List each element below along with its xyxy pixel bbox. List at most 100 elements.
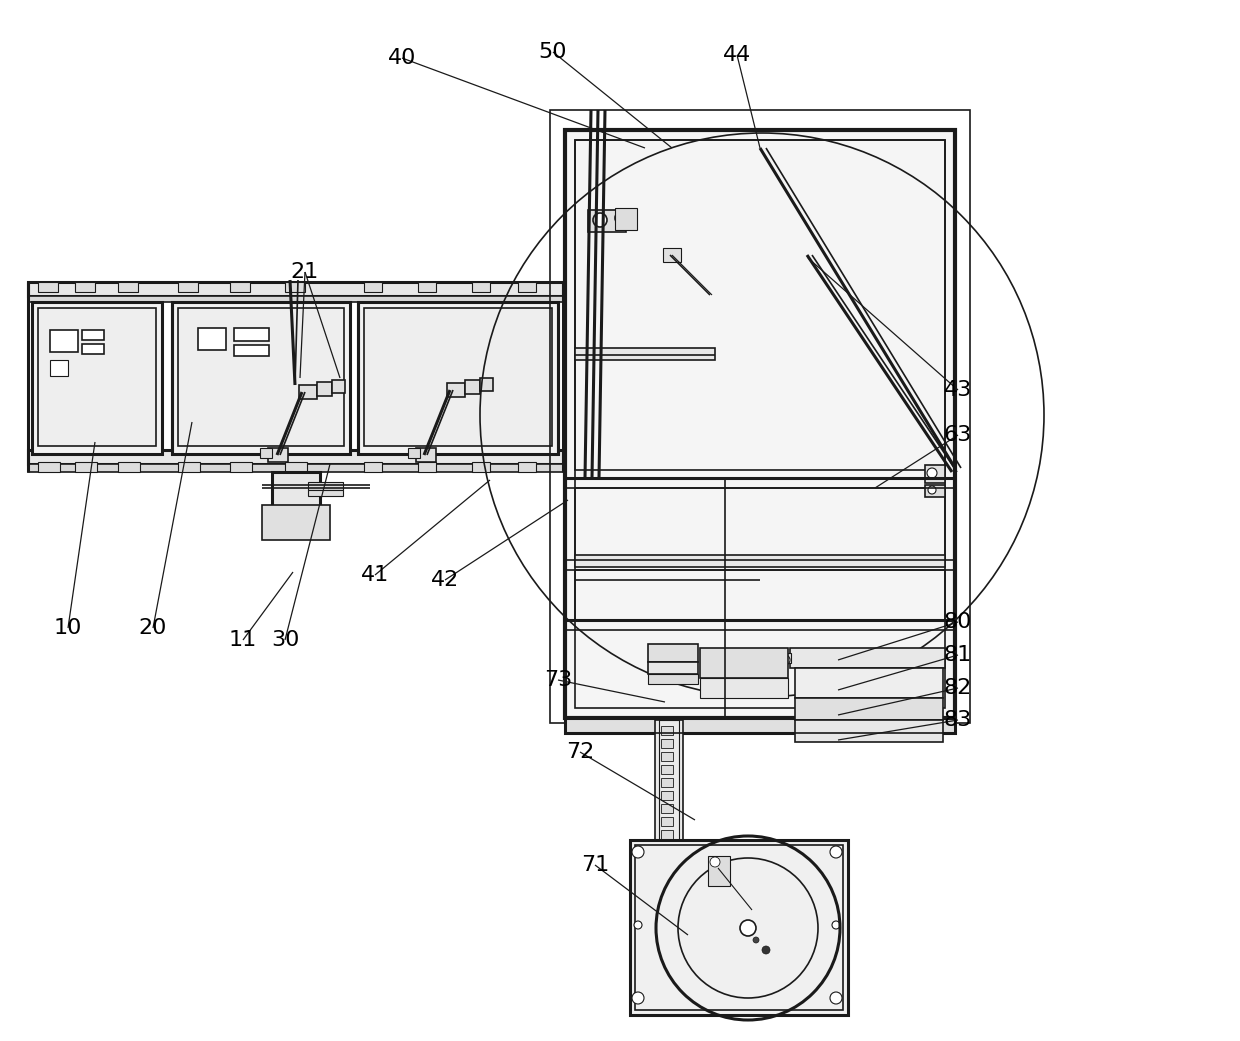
Bar [925, 485, 945, 497]
Bar [229, 462, 252, 472]
Circle shape [740, 920, 756, 936]
Bar [649, 662, 698, 674]
Bar [299, 385, 317, 399]
Text: 10: 10 [53, 618, 82, 638]
Bar [701, 678, 787, 699]
Bar [790, 648, 945, 668]
Bar [50, 330, 78, 352]
Bar [565, 718, 955, 733]
Text: 30: 30 [270, 630, 299, 650]
Bar [229, 282, 250, 291]
Bar [415, 448, 436, 462]
Bar [308, 482, 343, 490]
Bar [29, 282, 563, 296]
Bar [480, 378, 494, 391]
Bar [29, 450, 563, 464]
Bar [649, 644, 698, 662]
Text: 11: 11 [229, 630, 257, 650]
Text: 44: 44 [723, 45, 751, 65]
Bar [234, 328, 269, 341]
Bar [118, 462, 140, 472]
Circle shape [632, 846, 644, 858]
Bar [118, 282, 138, 291]
Bar [658, 720, 680, 842]
Bar [38, 282, 58, 291]
Bar [38, 308, 156, 446]
Text: 20: 20 [139, 618, 167, 638]
Bar [38, 462, 60, 472]
Bar [661, 726, 673, 735]
Bar [234, 345, 269, 356]
Text: 63: 63 [944, 425, 972, 445]
Bar [565, 130, 955, 718]
Bar [172, 302, 350, 454]
Bar [179, 308, 343, 446]
Text: 80: 80 [944, 612, 972, 632]
Bar [262, 505, 330, 540]
Bar [272, 472, 320, 537]
Circle shape [780, 655, 790, 665]
Circle shape [593, 213, 608, 227]
Bar [630, 840, 848, 1015]
Text: 71: 71 [580, 855, 609, 875]
Bar [649, 674, 698, 684]
Bar [575, 488, 945, 560]
Bar [575, 555, 945, 567]
Bar [268, 448, 288, 462]
Bar [795, 668, 942, 699]
Bar [588, 210, 626, 232]
Bar [472, 462, 490, 472]
Circle shape [830, 992, 842, 1004]
Circle shape [830, 846, 842, 858]
Text: 73: 73 [544, 670, 572, 690]
Text: 50: 50 [538, 42, 567, 62]
Bar [661, 765, 673, 775]
Bar [82, 330, 104, 340]
Text: 21: 21 [291, 262, 319, 282]
Circle shape [711, 857, 720, 867]
Text: 72: 72 [565, 742, 594, 762]
Bar [365, 282, 382, 291]
Bar [198, 328, 226, 350]
Bar [575, 139, 945, 469]
Bar [332, 380, 345, 393]
Bar [358, 302, 558, 454]
Bar [575, 348, 715, 360]
Bar [661, 778, 673, 787]
Bar [795, 699, 942, 720]
Bar [260, 448, 272, 458]
Bar [661, 752, 673, 761]
Bar [472, 282, 490, 291]
Circle shape [615, 211, 629, 225]
Circle shape [763, 946, 770, 954]
Bar [925, 465, 945, 483]
Bar [701, 648, 787, 678]
Bar [365, 462, 382, 472]
Bar [655, 720, 683, 842]
Bar [365, 308, 552, 446]
Bar [465, 380, 480, 393]
Bar [635, 845, 843, 1010]
Bar [795, 720, 942, 742]
Text: 42: 42 [430, 570, 459, 590]
Bar [179, 462, 200, 472]
Bar [418, 282, 436, 291]
Bar [308, 490, 343, 496]
Circle shape [634, 921, 642, 929]
Bar [661, 804, 673, 813]
Text: 43: 43 [944, 380, 972, 400]
Bar [317, 382, 332, 396]
Bar [50, 360, 68, 376]
Circle shape [832, 921, 839, 929]
Bar [661, 817, 673, 826]
Circle shape [753, 937, 759, 943]
Bar [82, 344, 104, 354]
Text: 83: 83 [944, 710, 972, 730]
Text: 41: 41 [361, 565, 389, 585]
Bar [408, 448, 420, 458]
Bar [446, 383, 465, 397]
Text: 81: 81 [944, 645, 972, 665]
Text: 82: 82 [944, 678, 972, 699]
Bar [74, 282, 95, 291]
Bar [518, 282, 536, 291]
